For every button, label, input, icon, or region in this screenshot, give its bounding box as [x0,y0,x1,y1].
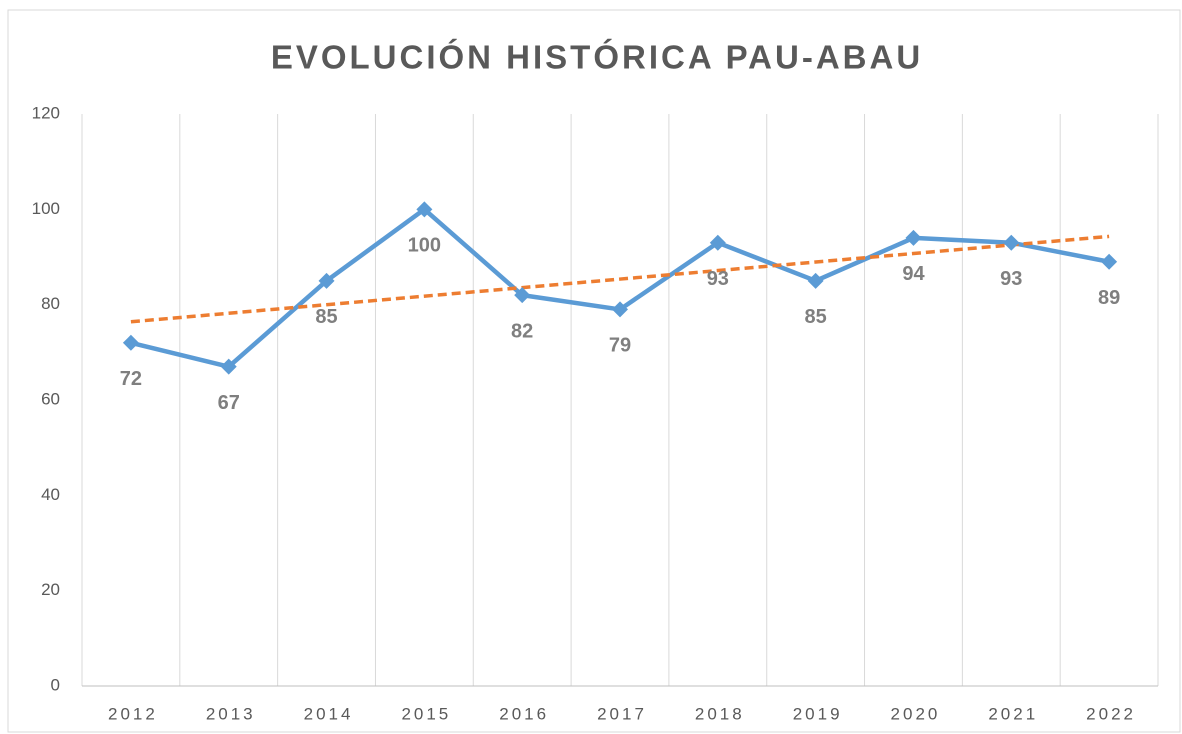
x-tick-label: 2014 [304,704,354,723]
marker [416,201,433,218]
x-tick-label: 2017 [597,704,647,723]
chart-title: EVOLUCIÓN HISTÓRICA PAU-ABAU [271,39,923,76]
data-label: 79 [609,335,631,357]
data-label: 89 [1098,287,1120,309]
x-tick-label: 2013 [206,704,256,723]
x-tick-label: 2019 [793,704,843,723]
marker [1003,234,1020,251]
data-label: 85 [805,306,827,328]
y-tick-label: 120 [32,103,60,122]
y-tick-label: 100 [32,199,60,218]
marker [514,287,531,304]
y-tick-label: 80 [41,294,60,313]
data-label: 82 [511,320,533,342]
trendline [130,234,1110,324]
x-tick-label: 2018 [695,704,745,723]
x-tick-label: 2016 [499,704,549,723]
marker [318,272,335,289]
marker [905,229,922,246]
y-tick-label: 0 [51,675,60,694]
y-tick-label: 20 [41,580,60,599]
data-label: 67 [218,392,240,414]
marker [612,301,628,318]
marker [709,234,726,251]
marker [1101,253,1118,270]
x-tick-label: 2022 [1086,704,1136,723]
x-tick-label: 2020 [891,704,941,723]
x-tick-label: 2012 [108,704,158,723]
x-tick-label: 2021 [988,704,1038,723]
data-label: 93 [1000,268,1022,290]
data-label: 85 [315,306,337,328]
chart-border [7,9,1181,733]
data-label: 93 [707,268,729,290]
data-label: 94 [902,263,925,285]
marker [220,358,237,375]
y-tick-label: 40 [41,485,60,504]
marker [122,334,139,351]
data-label: 72 [120,368,142,390]
marker [807,272,824,289]
x-tick-label: 2015 [401,704,451,723]
y-tick-label: 60 [41,389,60,408]
data-label: 100 [408,235,441,257]
